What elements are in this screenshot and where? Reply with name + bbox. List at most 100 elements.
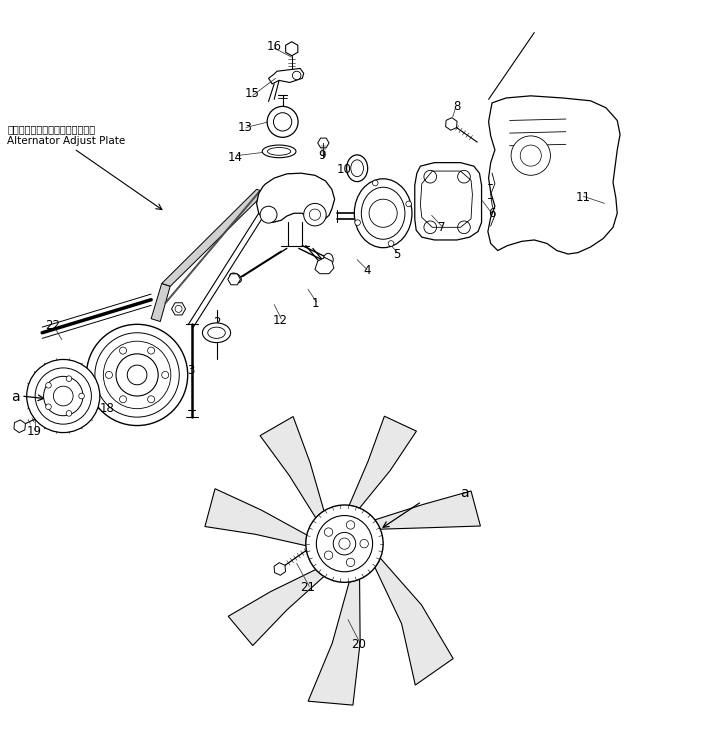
Polygon shape [375, 558, 453, 685]
Text: 12: 12 [272, 314, 288, 327]
Circle shape [458, 221, 470, 234]
Ellipse shape [361, 187, 405, 239]
Circle shape [511, 136, 550, 175]
Polygon shape [151, 284, 170, 322]
Polygon shape [375, 491, 480, 529]
Polygon shape [415, 163, 482, 240]
Text: 1: 1 [311, 297, 318, 310]
Ellipse shape [354, 179, 412, 248]
Circle shape [292, 71, 301, 80]
Text: 20: 20 [351, 638, 366, 651]
Text: 15: 15 [244, 87, 259, 100]
Circle shape [127, 365, 147, 385]
Circle shape [148, 396, 155, 403]
Text: 21: 21 [300, 581, 316, 594]
Circle shape [324, 551, 333, 559]
Circle shape [520, 145, 541, 166]
Circle shape [347, 520, 355, 529]
Text: 9: 9 [318, 149, 325, 162]
Polygon shape [172, 303, 186, 315]
Circle shape [406, 201, 411, 207]
Text: 6: 6 [489, 207, 496, 220]
Polygon shape [308, 579, 360, 705]
Circle shape [27, 359, 100, 432]
Circle shape [309, 209, 321, 221]
Text: 10: 10 [337, 163, 352, 176]
Polygon shape [315, 257, 334, 273]
Polygon shape [488, 96, 620, 254]
Text: a: a [460, 486, 468, 500]
Circle shape [304, 203, 326, 226]
Polygon shape [228, 274, 240, 285]
Polygon shape [260, 416, 324, 517]
Circle shape [360, 539, 368, 548]
Circle shape [120, 396, 127, 403]
Ellipse shape [202, 323, 231, 342]
Circle shape [458, 170, 470, 183]
Text: 11: 11 [576, 191, 591, 205]
Ellipse shape [323, 254, 333, 266]
Text: 19: 19 [26, 424, 41, 438]
Text: 16: 16 [266, 40, 282, 53]
Text: 8: 8 [453, 100, 460, 113]
Circle shape [306, 505, 383, 582]
Circle shape [116, 354, 158, 396]
Text: 7: 7 [438, 221, 445, 234]
Polygon shape [274, 563, 285, 575]
Circle shape [373, 180, 378, 186]
Circle shape [103, 341, 171, 409]
Circle shape [86, 324, 188, 426]
Circle shape [273, 113, 292, 131]
Circle shape [53, 386, 73, 406]
Text: 17: 17 [117, 377, 133, 390]
Text: 4: 4 [363, 265, 370, 277]
Circle shape [66, 410, 72, 416]
Circle shape [79, 393, 84, 399]
Ellipse shape [230, 273, 241, 283]
Circle shape [44, 376, 83, 416]
Text: 5: 5 [394, 248, 401, 260]
Circle shape [162, 372, 169, 378]
Ellipse shape [347, 155, 368, 182]
Ellipse shape [262, 145, 296, 158]
Polygon shape [285, 42, 298, 56]
Circle shape [333, 532, 356, 555]
Circle shape [175, 306, 182, 312]
Text: a: a [11, 391, 20, 405]
Circle shape [267, 106, 298, 137]
Circle shape [424, 221, 437, 234]
Circle shape [324, 528, 333, 537]
Circle shape [148, 347, 155, 354]
Text: 18: 18 [99, 402, 115, 415]
Circle shape [369, 199, 397, 227]
Circle shape [46, 383, 51, 388]
Ellipse shape [208, 327, 225, 339]
Ellipse shape [351, 160, 363, 177]
Circle shape [355, 220, 361, 226]
Circle shape [35, 368, 91, 424]
Polygon shape [228, 570, 324, 646]
Text: 2: 2 [213, 317, 220, 329]
Circle shape [339, 538, 350, 549]
Circle shape [424, 170, 437, 183]
Text: 14: 14 [228, 150, 243, 163]
Text: 13: 13 [237, 121, 252, 134]
Circle shape [105, 372, 112, 378]
Polygon shape [269, 68, 304, 84]
Polygon shape [446, 118, 457, 130]
Text: 22: 22 [45, 320, 60, 332]
Polygon shape [349, 416, 416, 508]
Circle shape [316, 515, 373, 572]
Ellipse shape [267, 147, 290, 155]
Polygon shape [205, 489, 307, 545]
Circle shape [46, 404, 51, 410]
Circle shape [120, 347, 127, 354]
Text: オルタネータアジャストプレート: オルタネータアジャストプレート [7, 125, 95, 135]
Circle shape [260, 206, 277, 223]
Polygon shape [162, 189, 266, 287]
Polygon shape [14, 420, 25, 432]
Text: 3: 3 [188, 364, 195, 377]
Polygon shape [257, 173, 335, 222]
Polygon shape [318, 138, 329, 148]
Circle shape [347, 558, 355, 567]
